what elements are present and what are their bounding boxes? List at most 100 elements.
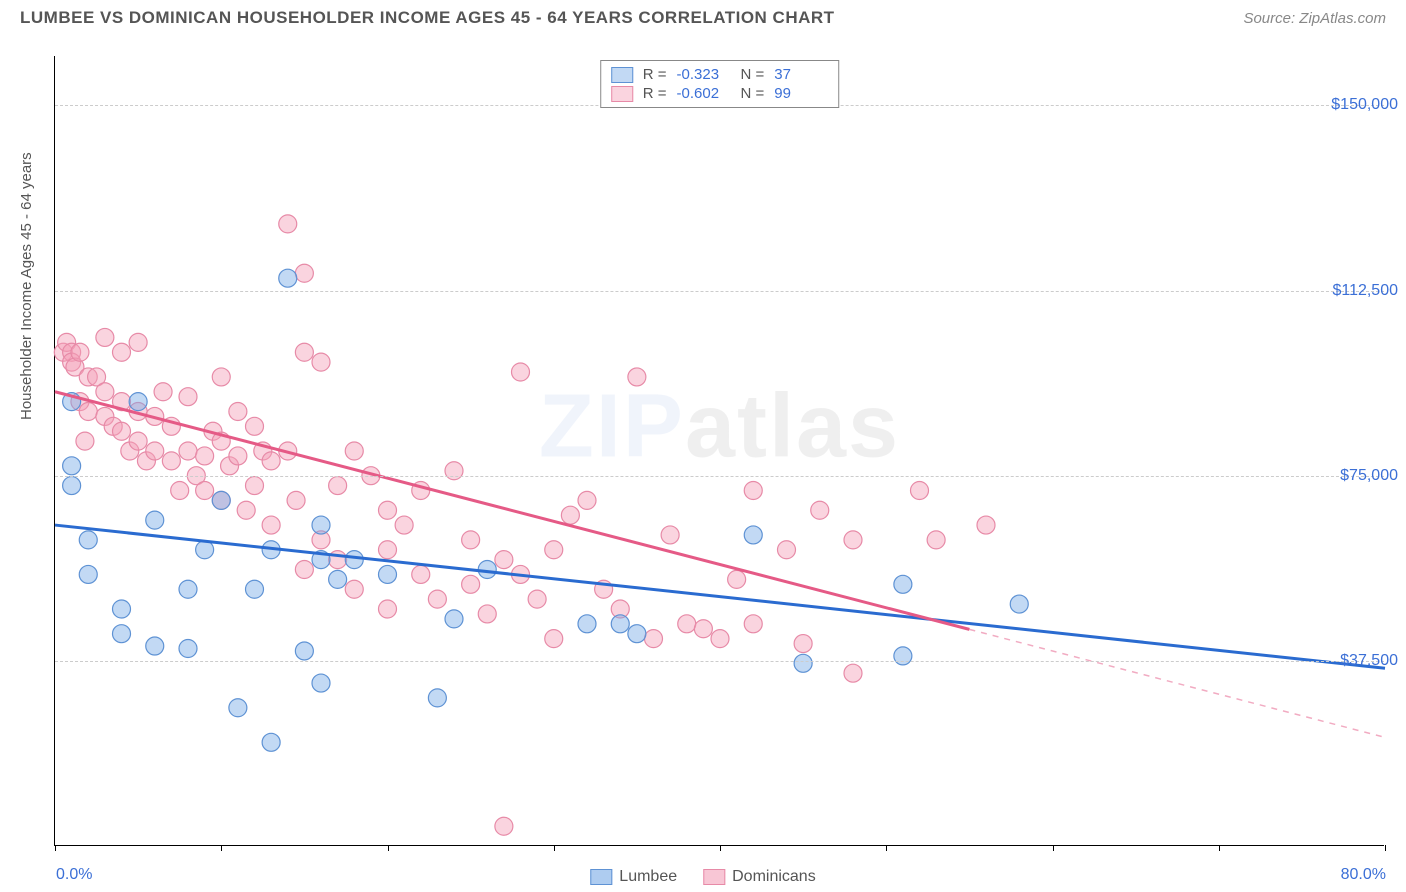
y-tick-label: $75,000: [1340, 467, 1398, 485]
data-point: [246, 417, 264, 435]
x-tick: [720, 845, 721, 851]
data-point: [279, 269, 297, 287]
data-point: [79, 531, 97, 549]
data-point: [744, 615, 762, 633]
x-axis-max-label: 80.0%: [1341, 866, 1386, 884]
data-point: [212, 368, 230, 386]
data-point: [329, 477, 347, 495]
chart-plot-area: ZIPatlas R = -0.323 N = 37 R = -0.602 N …: [54, 56, 1384, 846]
x-tick: [886, 845, 887, 851]
data-point: [295, 343, 313, 361]
data-point: [445, 462, 463, 480]
data-point: [445, 610, 463, 628]
data-point: [76, 432, 94, 450]
data-point: [312, 353, 330, 371]
data-point: [379, 565, 397, 583]
data-point: [179, 442, 197, 460]
data-point: [295, 561, 313, 579]
data-point: [628, 368, 646, 386]
data-point: [744, 482, 762, 500]
data-point: [778, 541, 796, 559]
data-point: [113, 343, 131, 361]
data-point: [229, 447, 247, 465]
data-point: [628, 625, 646, 643]
data-point: [295, 642, 313, 660]
data-point: [146, 442, 164, 460]
y-tick-label: $150,000: [1331, 96, 1398, 114]
data-point: [545, 541, 563, 559]
data-point: [113, 625, 131, 643]
data-point: [495, 817, 513, 835]
legend-row-dominicans: R = -0.602 N = 99: [611, 84, 829, 103]
data-point: [1010, 595, 1028, 613]
data-point: [927, 531, 945, 549]
x-tick: [55, 845, 56, 851]
data-point: [395, 516, 413, 534]
legend-row-lumbee: R = -0.323 N = 37: [611, 65, 829, 84]
gridline: [55, 661, 1384, 662]
data-point: [113, 422, 131, 440]
data-point: [295, 264, 313, 282]
x-tick: [1053, 845, 1054, 851]
y-tick-label: $37,500: [1340, 652, 1398, 670]
data-point: [911, 482, 929, 500]
legend-item-lumbee: Lumbee: [590, 868, 677, 886]
x-tick: [388, 845, 389, 851]
data-point: [237, 501, 255, 519]
x-tick: [221, 845, 222, 851]
swatch-lumbee: [611, 67, 633, 83]
data-point: [312, 674, 330, 692]
data-point: [844, 664, 862, 682]
data-point: [262, 452, 280, 470]
data-point: [379, 600, 397, 618]
data-point: [246, 477, 264, 495]
legend-item-dominicans: Dominicans: [703, 868, 816, 886]
data-point: [79, 403, 97, 421]
swatch-dominicans-icon: [703, 869, 725, 885]
data-point: [462, 531, 480, 549]
data-point: [113, 600, 131, 618]
y-axis-label: Householder Income Ages 45 - 64 years: [18, 152, 35, 420]
data-point: [694, 620, 712, 638]
x-axis-min-label: 0.0%: [56, 866, 92, 884]
data-point: [146, 511, 164, 529]
data-point: [129, 333, 147, 351]
data-point: [96, 383, 114, 401]
data-point: [196, 447, 214, 465]
data-point: [212, 491, 230, 509]
data-point: [744, 526, 762, 544]
data-point: [162, 452, 180, 470]
correlation-legend: R = -0.323 N = 37 R = -0.602 N = 99: [600, 60, 840, 108]
data-point: [811, 501, 829, 519]
data-point: [129, 393, 147, 411]
data-point: [146, 637, 164, 655]
data-point: [512, 363, 530, 381]
data-point: [79, 565, 97, 583]
data-point: [287, 491, 305, 509]
data-point: [611, 615, 629, 633]
data-point: [977, 516, 995, 534]
data-point: [171, 482, 189, 500]
data-point: [229, 699, 247, 717]
data-point: [345, 442, 363, 460]
source-label: Source: ZipAtlas.com: [1243, 10, 1386, 27]
data-point: [894, 647, 912, 665]
data-point: [229, 403, 247, 421]
plot-svg: [55, 56, 1384, 845]
data-point: [345, 580, 363, 598]
data-point: [129, 432, 147, 450]
data-point: [196, 482, 214, 500]
data-point: [728, 570, 746, 588]
gridline: [55, 476, 1384, 477]
data-point: [312, 516, 330, 534]
x-tick: [1219, 845, 1220, 851]
swatch-lumbee-icon: [590, 869, 612, 885]
data-point: [844, 531, 862, 549]
data-point: [71, 343, 89, 361]
data-point: [379, 501, 397, 519]
data-point: [495, 551, 513, 569]
swatch-dominicans: [611, 86, 633, 102]
data-point: [578, 491, 596, 509]
data-point: [528, 590, 546, 608]
data-point: [794, 635, 812, 653]
